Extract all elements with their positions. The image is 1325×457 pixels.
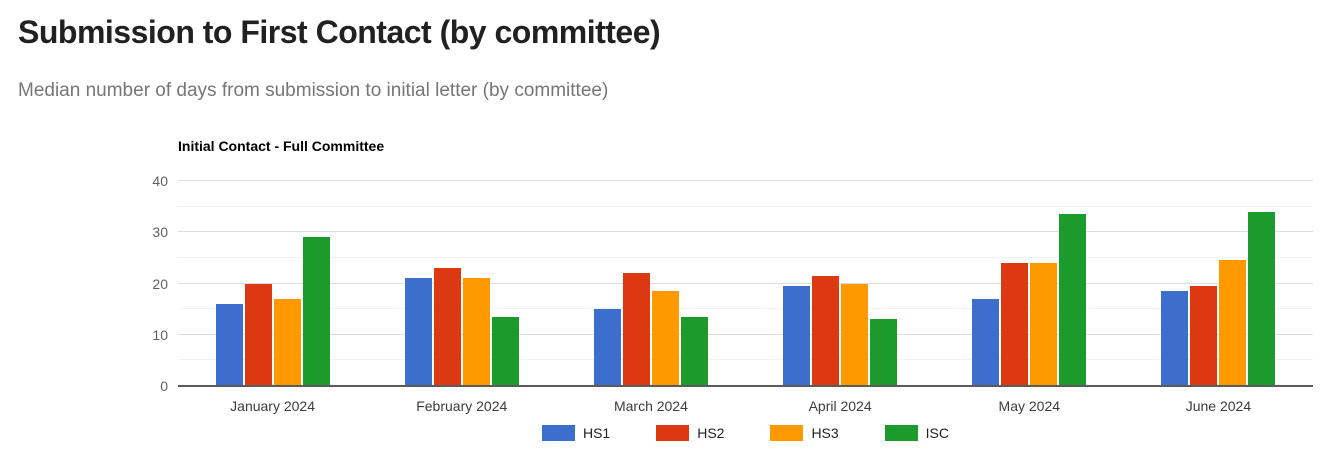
plot-area	[178, 180, 1313, 387]
bar-hs1-april-2024[interactable]	[783, 286, 811, 386]
bar-hs3-june-2024[interactable]	[1219, 260, 1247, 386]
bar-group-march-2024	[556, 181, 745, 386]
x-category-label-february-2024: February 2024	[416, 398, 508, 414]
x-category-label-april-2024: April 2024	[808, 398, 872, 414]
major-gridline	[178, 180, 1313, 181]
x-category-label-june-2024: June 2024	[1185, 398, 1252, 414]
legend-label-hs1: HS1	[582, 425, 611, 441]
legend-swatch-isc	[884, 425, 918, 441]
legend-swatch-hs1	[541, 425, 575, 441]
legend-item-hs2: HS2	[656, 425, 724, 441]
x-axis-baseline	[178, 385, 1313, 387]
bar-isc-april-2024[interactable]	[870, 319, 898, 386]
bar-isc-june-2024[interactable]	[1248, 211, 1276, 386]
legend-item-isc: ISC	[884, 425, 950, 441]
legend-swatch-hs3	[770, 425, 804, 441]
bar-hs3-february-2024[interactable]	[462, 278, 490, 386]
y-axis-labels: 0 10 20 30 40	[126, 173, 168, 394]
minor-gridline	[178, 256, 1313, 258]
y-tick-label-10: 10	[152, 326, 168, 343]
y-tick-label-30: 30	[152, 224, 168, 241]
bar-hs2-april-2024[interactable]	[812, 275, 840, 386]
legend-swatch-hs2	[656, 425, 690, 441]
bar-hs1-june-2024[interactable]	[1161, 291, 1189, 386]
legend-label-hs3: HS3	[811, 425, 839, 441]
y-tick-label-40: 40	[152, 173, 168, 189]
minor-gridline	[178, 359, 1313, 361]
bar-group-february-2024	[367, 181, 556, 386]
bar-group-may-2024	[935, 181, 1124, 386]
page-subtitle: Median number of days from submission to…	[18, 80, 609, 101]
bar-isc-february-2024[interactable]	[491, 316, 519, 386]
bar-hs1-january-2024[interactable]	[215, 304, 243, 386]
major-gridline	[178, 231, 1313, 233]
bar-hs2-february-2024[interactable]	[433, 268, 461, 386]
legend: HS1 HS2 HS3 ISC	[178, 425, 1313, 441]
legend-item-hs1: HS1	[541, 425, 611, 441]
bar-hs2-march-2024[interactable]	[622, 273, 650, 386]
legend-item-hs3: HS3	[770, 425, 839, 441]
bar-isc-may-2024[interactable]	[1059, 214, 1087, 386]
bar-hs1-february-2024[interactable]	[404, 278, 432, 386]
bar-hs2-june-2024[interactable]	[1190, 286, 1218, 386]
legend-label-hs2: HS2	[697, 425, 725, 441]
bar-hs2-may-2024[interactable]	[1001, 263, 1029, 386]
x-category-label-may-2024: May 2024	[998, 398, 1061, 414]
chart-title: Initial Contact - Full Committee	[178, 138, 385, 154]
x-axis-labels: January 2024 February 2024 March 2024 April…	[178, 398, 1313, 414]
bar-isc-january-2024[interactable]	[302, 237, 330, 386]
bar-hs1-march-2024[interactable]	[593, 309, 621, 386]
x-category-label-march-2024: March 2024	[613, 398, 688, 414]
legend-label-isc: ISC	[925, 425, 950, 441]
bar-hs3-january-2024[interactable]	[273, 298, 301, 386]
minor-gridline	[178, 308, 1313, 310]
bar-group-april-2024	[746, 181, 935, 386]
bar-hs3-may-2024[interactable]	[1030, 263, 1058, 386]
bar-group-january-2024	[178, 181, 367, 386]
x-category-label-january-2024: January 2024	[230, 398, 315, 414]
minor-gridline	[178, 205, 1313, 207]
bar-isc-march-2024[interactable]	[680, 316, 708, 386]
major-gridline	[178, 282, 1313, 284]
major-gridline	[178, 333, 1313, 335]
page-title: Submission to First Contact (by committe…	[18, 14, 661, 50]
y-tick-label-0: 0	[160, 378, 168, 394]
bar-hs2-january-2024[interactable]	[244, 283, 272, 386]
bar-hs1-may-2024[interactable]	[972, 298, 1000, 386]
y-tick-label-20: 20	[152, 275, 168, 292]
bar-hs3-april-2024[interactable]	[841, 283, 869, 386]
bar-hs3-march-2024[interactable]	[651, 291, 679, 386]
bar-group-june-2024	[1124, 181, 1313, 386]
